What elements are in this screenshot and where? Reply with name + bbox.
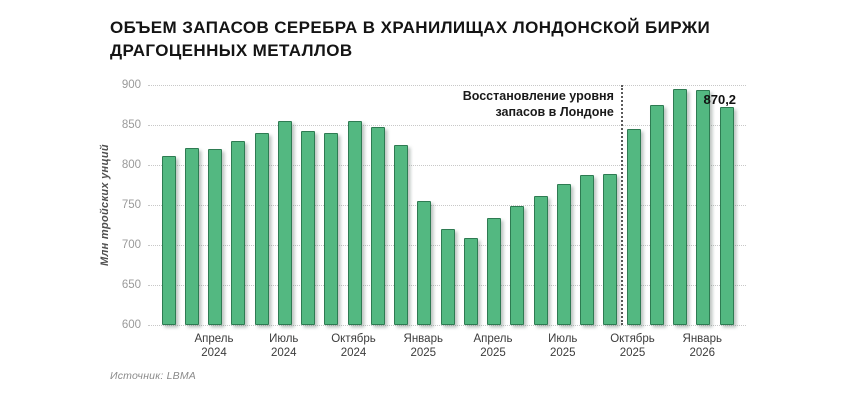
x-tick-label-Апрель-2024: Апрель 2024 [194,333,234,359]
bar-chart-plot-area: 600 650 700 750 800 850 900 Апрель 2024 Июль 2024 О… [122,79,746,359]
bar-2025-06 [533,195,548,325]
bar-2024-06 [254,133,269,325]
gridline-y-750 [148,205,746,206]
bar-2025-10 [626,129,641,325]
x-tick-label-Октябрь-2025: Октябрь 2025 [610,333,655,359]
chart-title-line2: ДРАГОЦЕННЫХ МЕТАЛЛОВ [110,41,353,60]
y-tick-label-750: 750 [121,199,141,211]
bar-2025-07 [556,183,571,325]
chart-title-line1: ОБЪЕМ ЗАПАСОВ СЕРЕБРА В ХРАНИЛИЩАХ ЛОНДО… [110,18,711,37]
bar-2024-04 [208,149,222,325]
bar-2026-02 [719,106,734,325]
annotation-recovery-note: Восстановление уровня запасов в Лондоне [462,89,614,119]
bar-2024-07 [277,121,292,325]
bar-2024-09 [324,133,339,325]
gridline-y-600 [148,325,746,326]
chart-title: ОБЪЕМ ЗАПАСОВ СЕРЕБРА В ХРАНИЛИЩАХ ЛОНДО… [110,16,750,62]
bar-2024-05 [231,140,246,325]
y-tick-label-700: 700 [121,239,141,251]
x-tick-label-Октябрь-2024: Октябрь 2024 [331,333,376,359]
bar-2025-09 [603,174,618,325]
bar-2024-10 [347,121,362,325]
bar-2024-11 [370,127,385,325]
bar-2026-01 [696,90,711,325]
y-tick-label-850: 850 [121,119,141,131]
gridline-y-800 [148,165,746,166]
bar-2024-02 [161,155,176,325]
bar-2025-11 [649,105,664,325]
last-bar-value-label: 870,2 [703,91,737,107]
bar-2025-02 [440,228,455,325]
bar-2025-01 [417,201,432,325]
bar-2024-12 [394,145,408,325]
forecast-divider-line [620,85,623,325]
bar-2025-08 [580,175,594,325]
x-tick-label-Июль-2024: Июль 2024 [269,333,299,359]
gridline-y-900 [148,85,746,86]
bar-2024-03 [184,147,199,325]
bar-2025-12 [673,88,687,325]
y-tick-label-900: 900 [121,79,141,91]
bar-2025-04 [487,218,501,325]
x-tick-label-Июль-2025: Июль 2025 [548,333,578,359]
bar-2025-03 [463,238,478,325]
y-tick-label-650: 650 [121,279,141,291]
gridline-y-850 [148,125,746,126]
x-tick-label-Январь-2026: Январь 2026 [682,333,722,359]
bar-2024-08 [301,131,315,325]
bar-2025-05 [510,206,525,325]
x-tick-label-Январь-2025: Январь 2025 [403,333,443,359]
x-tick-label-Апрель-2025: Апрель 2025 [473,333,513,359]
y-tick-label-800: 800 [121,159,141,171]
source-note: Источник: LBMA [110,370,196,382]
y-tick-label-600: 600 [121,319,141,331]
